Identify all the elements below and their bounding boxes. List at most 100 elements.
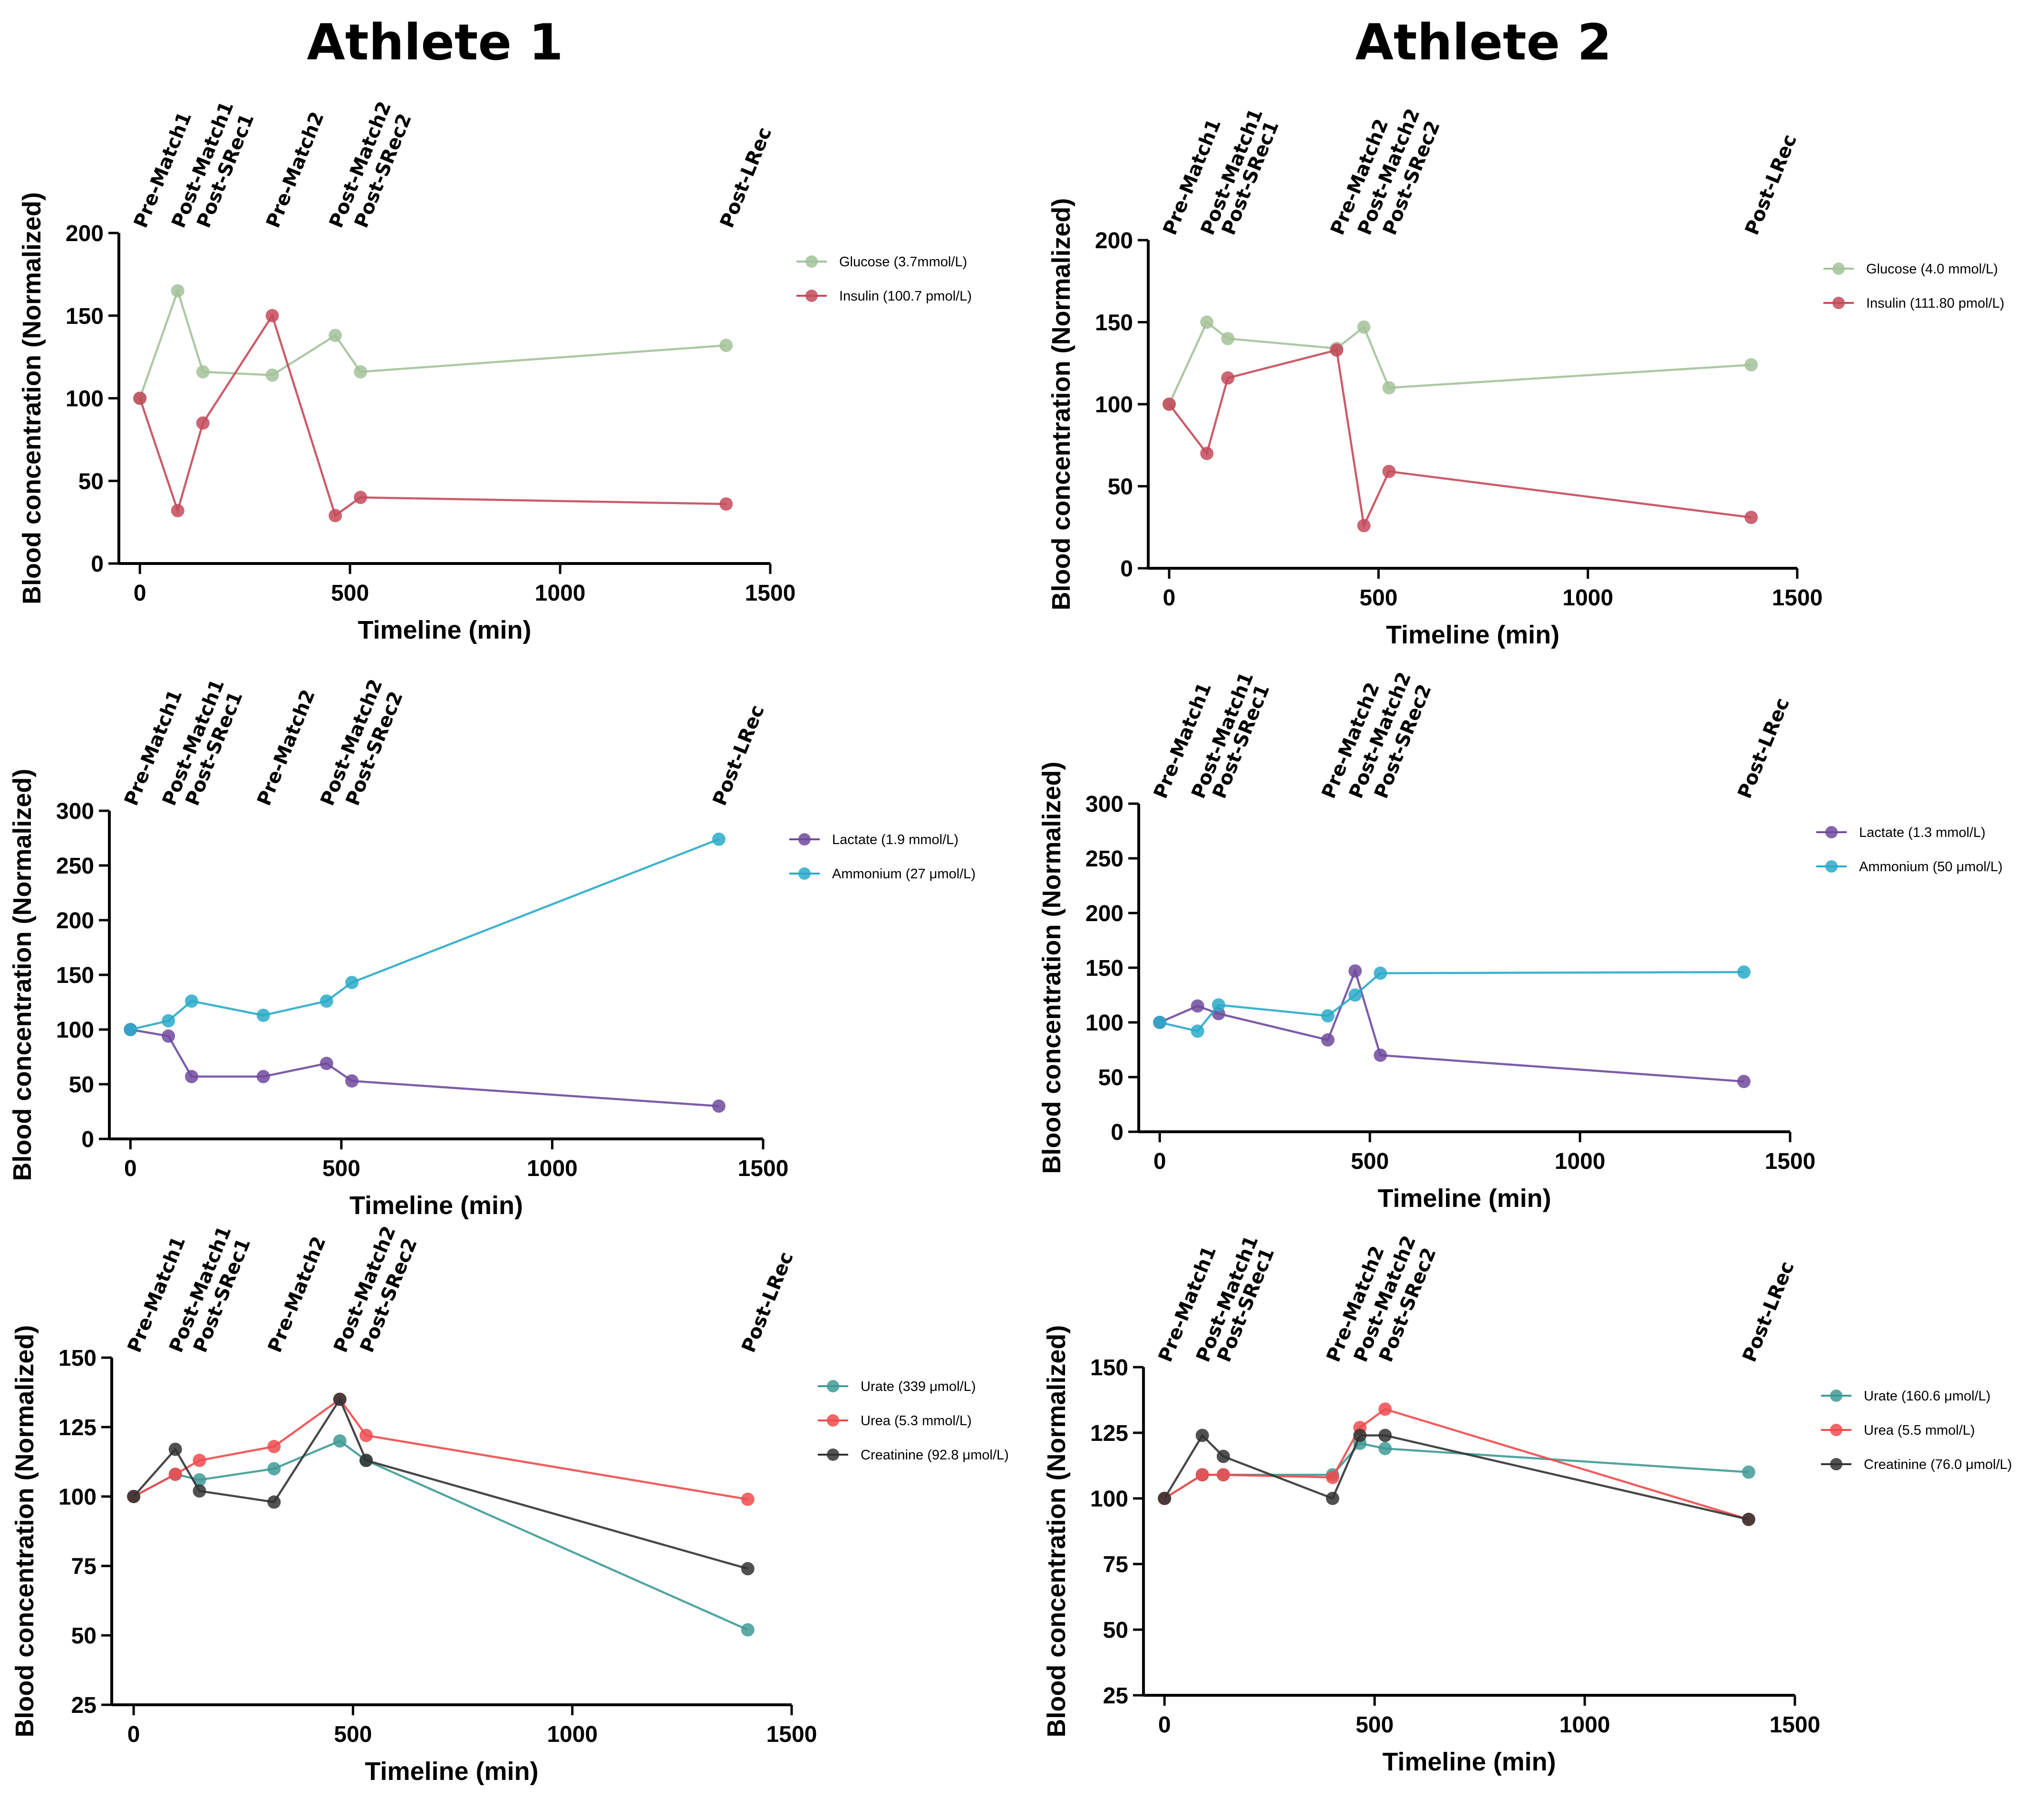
- athlete-1-title: Athlete 1: [307, 13, 563, 71]
- event-label: Post-LRec: [1734, 695, 1793, 801]
- event-label: Pre-Match2: [262, 109, 329, 231]
- data-point: [359, 1429, 373, 1442]
- data-point: [1374, 1049, 1387, 1062]
- x-tick-label: 1000: [1562, 585, 1613, 611]
- data-point: [354, 491, 368, 504]
- data-point: [168, 1442, 182, 1456]
- x-tick-label: 500: [1356, 1712, 1394, 1738]
- legend-marker: [805, 255, 818, 268]
- y-tick-label: 100: [56, 1018, 94, 1043]
- legend-marker: [805, 290, 818, 302]
- panel-a2-lactate-ammonium: 0 50 100 150 200 250 300 0 500 1000 1500 Timeline (…: [1037, 669, 2003, 1213]
- series-line: [1164, 1408, 1749, 1521]
- legend-label: Urea (5.3 mmol/L): [861, 1413, 972, 1429]
- x-tick-label: 0: [134, 581, 146, 606]
- y-tick-label: 50: [1098, 1065, 1124, 1090]
- y-tick-label: 0: [1120, 556, 1133, 582]
- y-tick-label: 50: [1103, 1618, 1128, 1643]
- data-point: [1742, 1465, 1755, 1479]
- legend-label: Urate (339 μmol/L): [861, 1379, 976, 1394]
- data-point: [1221, 332, 1235, 345]
- y-tick-label: 100: [1090, 1487, 1128, 1512]
- data-point: [719, 339, 733, 352]
- legend-marker: [1830, 1458, 1842, 1470]
- x-tick-label: 1000: [1560, 1712, 1610, 1738]
- y-axis-title: Blood concentration (Normalized): [10, 1325, 39, 1737]
- x-tick-label: 0: [1163, 585, 1176, 611]
- data-point: [320, 1057, 333, 1070]
- data-point: [741, 1623, 755, 1637]
- event-label: Post-LRec: [1738, 1258, 1798, 1365]
- x-tick-label: 500: [1351, 1149, 1389, 1174]
- data-point: [1744, 511, 1758, 525]
- y-tick-label: 200: [66, 221, 104, 246]
- data-point: [1737, 965, 1751, 979]
- data-point: [345, 1074, 359, 1088]
- x-tick-label: 500: [322, 1156, 360, 1181]
- y-tick-label: 250: [1085, 846, 1124, 872]
- x-tick-label: 500: [331, 581, 369, 606]
- series-line: [133, 1398, 748, 1501]
- data-point: [1326, 1470, 1339, 1484]
- y-tick-label: 150: [56, 963, 94, 988]
- data-point: [719, 497, 733, 511]
- y-tick-label: 150: [1090, 1355, 1128, 1380]
- y-tick-label: 0: [1111, 1120, 1124, 1145]
- panel-a1-glucose-insulin: 0 50 100 150 200 0 500 1000 1500 Timeline (min) Bl…: [18, 98, 972, 644]
- legend-label: Lactate (1.9 mmol/L): [832, 832, 959, 847]
- data-point: [133, 391, 147, 405]
- data-point: [265, 309, 279, 322]
- data-point: [1216, 1449, 1230, 1463]
- legend-label: Creatinine (76.0 μmol/L): [1864, 1457, 2012, 1472]
- y-tick-label: 100: [58, 1485, 97, 1510]
- legend-marker: [1825, 826, 1838, 838]
- y-tick-label: 50: [1108, 475, 1133, 500]
- panel-a1-lactate-ammonium: 0 50 100 150 200 250 300 0 500 1000 1500 Timeline (…: [8, 676, 976, 1220]
- data-point: [1158, 1492, 1172, 1505]
- legend-label: Insulin (100.7 pmol/L): [839, 289, 972, 304]
- data-point: [1382, 381, 1396, 395]
- data-point: [712, 832, 726, 846]
- data-point: [1737, 1075, 1751, 1089]
- data-point: [1211, 998, 1225, 1012]
- data-point: [320, 994, 333, 1008]
- data-point: [256, 1069, 270, 1083]
- panel-a2-glucose-insulin: 0 50 100 150 200 0 500 1000 1500 Timeline (min) Bl…: [1047, 106, 2005, 649]
- legend-label: Creatinine (92.8 μmol/L): [861, 1448, 1009, 1463]
- y-tick-label: 75: [1103, 1552, 1128, 1577]
- data-point: [196, 416, 210, 430]
- legend-label: Urea (5.5 mmol/L): [1864, 1423, 1975, 1438]
- legend-marker: [798, 867, 811, 880]
- data-point: [359, 1454, 373, 1468]
- data-point: [1742, 1513, 1755, 1526]
- event-label: Pre-Match2: [264, 1234, 330, 1356]
- series-line: [1159, 971, 1744, 1032]
- legend-marker: [798, 833, 811, 846]
- athlete-2-title: Athlete 2: [1355, 13, 1611, 71]
- legend-marker: [1830, 1424, 1842, 1436]
- legend-label: Insulin (111.80 pmol/L): [1866, 296, 2005, 311]
- x-axis-title: Timeline (min): [358, 616, 531, 644]
- y-axis-title: Blood concentration (Normalized): [8, 768, 37, 1181]
- y-axis-title: Blood concentration (Normalized): [1047, 198, 1075, 610]
- data-point: [162, 1029, 175, 1043]
- data-point: [127, 1490, 141, 1503]
- y-tick-label: 25: [71, 1693, 97, 1718]
- data-point: [1216, 1468, 1230, 1482]
- data-point: [184, 1069, 198, 1083]
- event-label: Post-LRec: [708, 702, 768, 808]
- data-point: [168, 1468, 182, 1481]
- x-tick-label: 0: [1158, 1712, 1171, 1738]
- y-tick-label: 200: [1085, 901, 1124, 926]
- data-point: [1200, 447, 1214, 460]
- y-axis-title: Blood concentration (Normalized): [1042, 1325, 1071, 1737]
- x-axis-title: Timeline (min): [1386, 621, 1560, 649]
- data-point: [1221, 371, 1235, 385]
- event-label: Post-LRec: [737, 1249, 797, 1355]
- legend-marker: [1832, 262, 1845, 275]
- data-point: [1326, 1492, 1339, 1505]
- data-point: [1348, 964, 1362, 978]
- x-tick-label: 1500: [766, 1722, 817, 1747]
- data-point: [1378, 1402, 1392, 1416]
- y-axis-title: Blood concentration (Normalized): [1037, 761, 1066, 1174]
